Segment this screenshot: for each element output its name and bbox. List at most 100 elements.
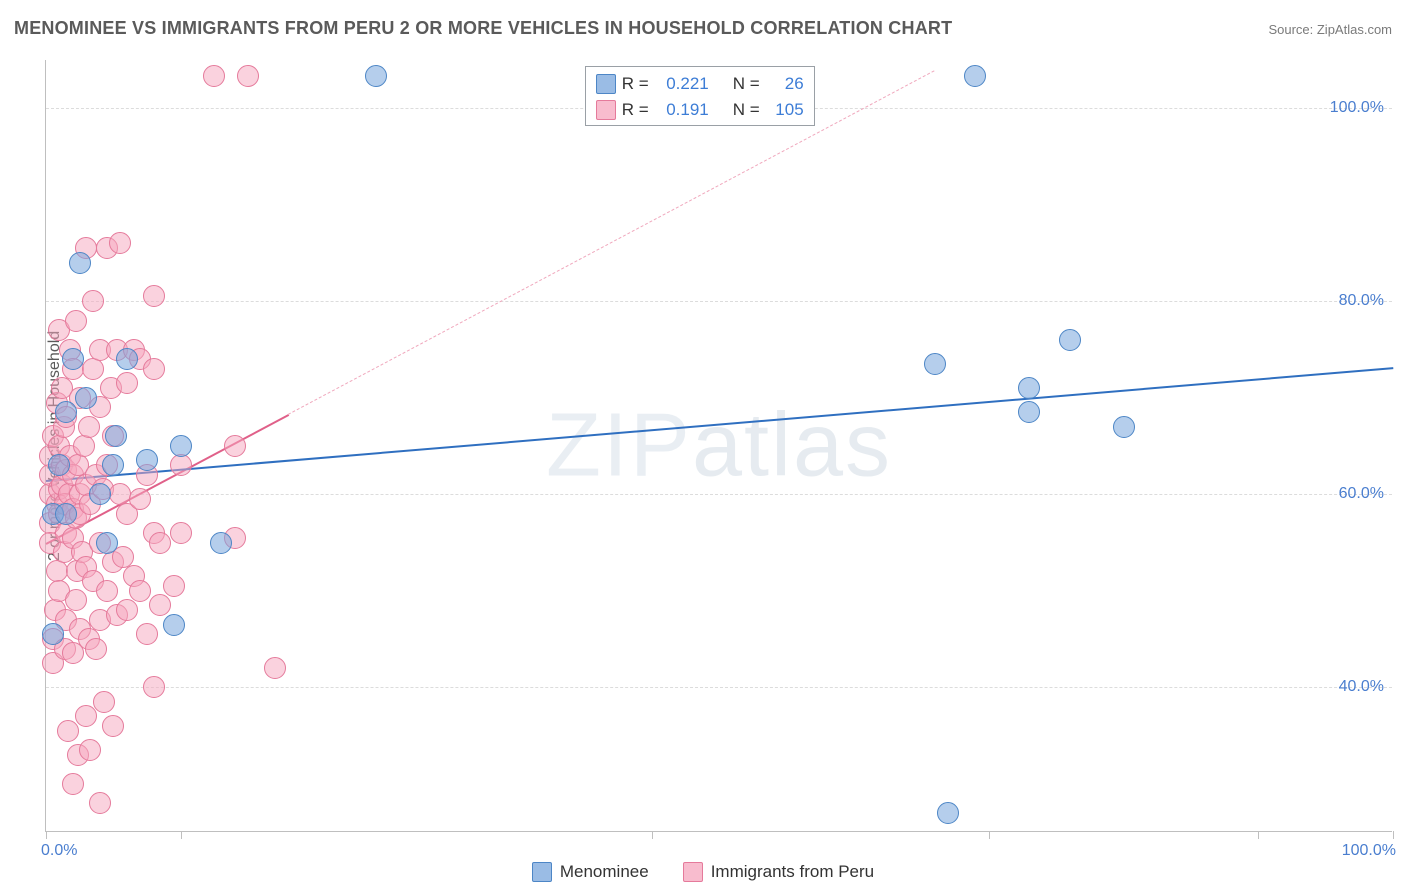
y-tick-label: 80.0% xyxy=(1339,292,1384,310)
gridline xyxy=(46,301,1392,302)
data-point xyxy=(365,65,387,87)
data-point xyxy=(1059,329,1081,351)
trendline xyxy=(46,367,1393,482)
y-tick-label: 100.0% xyxy=(1330,99,1384,117)
data-point xyxy=(1018,401,1040,423)
y-tick-label: 60.0% xyxy=(1339,485,1384,503)
data-point xyxy=(62,773,84,795)
data-point xyxy=(143,358,165,380)
data-point xyxy=(89,483,111,505)
legend-item-a: Menominee xyxy=(532,862,649,882)
series-legend: Menominee Immigrants from Peru xyxy=(0,862,1406,882)
data-point xyxy=(163,614,185,636)
x-axis-max-label: 100.0% xyxy=(1342,842,1396,860)
legend-swatch-a xyxy=(532,862,552,882)
data-point xyxy=(170,435,192,457)
data-point xyxy=(42,623,64,645)
data-point xyxy=(65,310,87,332)
data-point xyxy=(57,720,79,742)
legend-swatch xyxy=(596,74,616,94)
data-point xyxy=(1018,377,1040,399)
data-point xyxy=(116,348,138,370)
data-point xyxy=(62,348,84,370)
data-point xyxy=(105,425,127,447)
legend-swatch xyxy=(596,100,616,120)
data-point xyxy=(93,691,115,713)
correlation-legend-row: R =0.191 N =105 xyxy=(596,97,804,123)
y-tick-label: 40.0% xyxy=(1339,678,1384,696)
data-point xyxy=(224,435,246,457)
data-point xyxy=(69,252,91,274)
data-point xyxy=(136,449,158,471)
r-label: R = xyxy=(622,97,649,123)
plot-canvas: ZIPatlas 40.0% 60.0% 80.0% 100.0% R =0.221 N … xyxy=(45,60,1392,832)
plot-area: 2 or more Vehicles in Household ZIPatlas… xyxy=(45,60,1392,832)
legend-swatch-b xyxy=(683,862,703,882)
data-point xyxy=(102,715,124,737)
data-point xyxy=(89,792,111,814)
data-point xyxy=(48,454,70,476)
data-point xyxy=(170,522,192,544)
data-point xyxy=(79,739,101,761)
data-point xyxy=(203,65,225,87)
data-point xyxy=(143,676,165,698)
data-point xyxy=(237,65,259,87)
legend-label-b: Immigrants from Peru xyxy=(711,862,874,882)
data-point xyxy=(78,416,100,438)
watermark-atlas: atlas xyxy=(692,395,892,495)
data-point xyxy=(85,638,107,660)
data-point xyxy=(116,599,138,621)
data-point xyxy=(129,580,151,602)
data-point xyxy=(149,594,171,616)
x-tick xyxy=(46,831,47,839)
data-point xyxy=(116,372,138,394)
n-value: 105 xyxy=(766,97,804,123)
data-point xyxy=(73,435,95,457)
data-point xyxy=(65,589,87,611)
data-point xyxy=(109,232,131,254)
correlation-legend-row: R =0.221 N =26 xyxy=(596,71,804,97)
data-point xyxy=(210,532,232,554)
x-tick xyxy=(652,831,653,839)
watermark-zip: ZIP xyxy=(546,395,692,495)
x-tick xyxy=(1258,831,1259,839)
data-point xyxy=(143,285,165,307)
data-point xyxy=(82,290,104,312)
data-point xyxy=(55,503,77,525)
watermark: ZIPatlas xyxy=(546,394,892,497)
r-value: 0.221 xyxy=(655,71,709,97)
data-point xyxy=(937,802,959,824)
n-label: N = xyxy=(733,97,760,123)
data-point xyxy=(149,532,171,554)
x-tick xyxy=(1393,831,1394,839)
n-label: N = xyxy=(733,71,760,97)
data-point xyxy=(924,353,946,375)
r-value: 0.191 xyxy=(655,97,709,123)
data-point xyxy=(163,575,185,597)
chart-title: MENOMINEE VS IMMIGRANTS FROM PERU 2 OR M… xyxy=(14,18,952,39)
data-point xyxy=(75,705,97,727)
data-point xyxy=(55,401,77,423)
data-point xyxy=(96,532,118,554)
data-point xyxy=(170,454,192,476)
r-label: R = xyxy=(622,71,649,97)
x-tick xyxy=(989,831,990,839)
data-point xyxy=(96,580,118,602)
x-tick xyxy=(181,831,182,839)
x-axis-min-label: 0.0% xyxy=(41,842,77,860)
data-point xyxy=(75,387,97,409)
source-attribution: Source: ZipAtlas.com xyxy=(1268,22,1392,37)
gridline xyxy=(46,494,1392,495)
legend-label-a: Menominee xyxy=(560,862,649,882)
data-point xyxy=(102,454,124,476)
gridline xyxy=(46,687,1392,688)
data-point xyxy=(264,657,286,679)
data-point xyxy=(82,358,104,380)
data-point xyxy=(964,65,986,87)
data-point xyxy=(1113,416,1135,438)
correlation-legend: R =0.221 N =26 R =0.191 N =105 xyxy=(585,66,815,126)
n-value: 26 xyxy=(766,71,804,97)
data-point xyxy=(129,488,151,510)
legend-item-b: Immigrants from Peru xyxy=(683,862,874,882)
data-point xyxy=(136,623,158,645)
